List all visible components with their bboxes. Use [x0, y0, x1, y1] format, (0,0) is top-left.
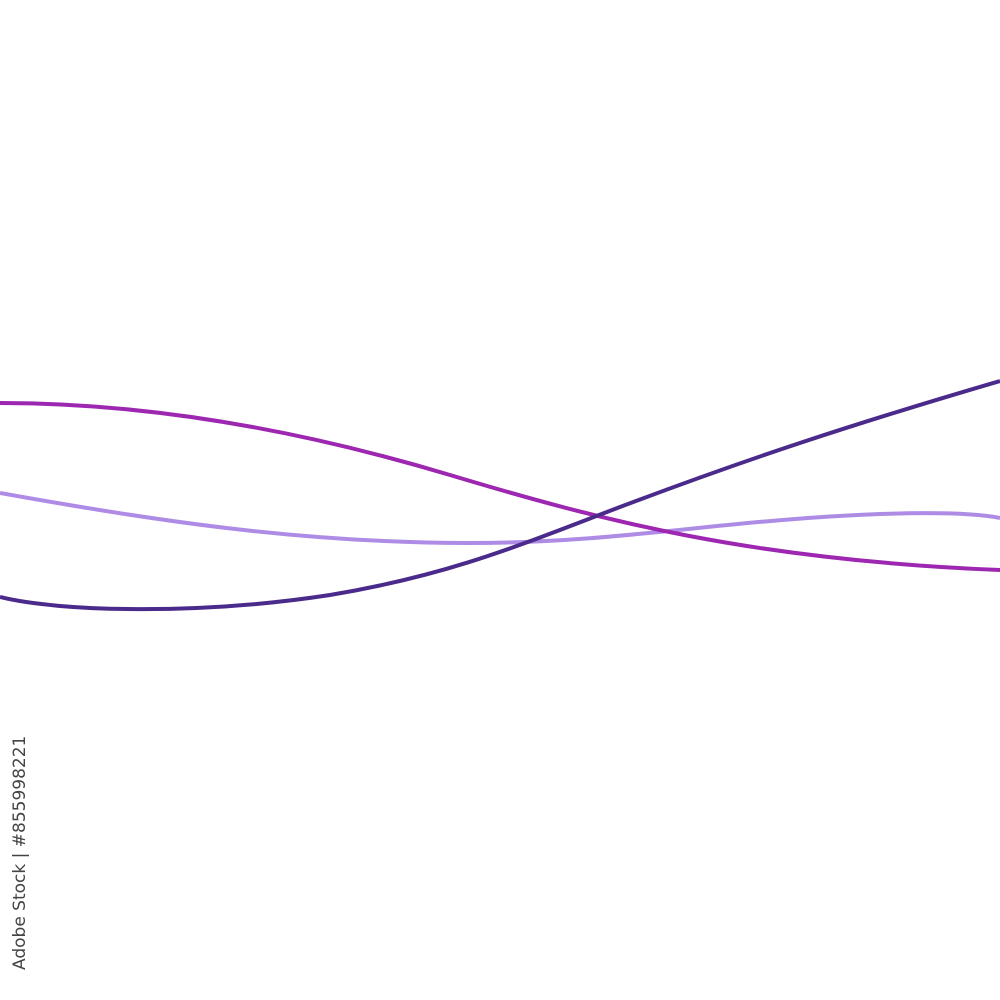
- wave-line-dark-violet: [0, 379, 1000, 612]
- watermark-text: Adobe Stock | #855998221: [10, 735, 30, 970]
- wave-line-magenta: [0, 401, 1000, 572]
- wave-line-lavender: [0, 491, 1000, 546]
